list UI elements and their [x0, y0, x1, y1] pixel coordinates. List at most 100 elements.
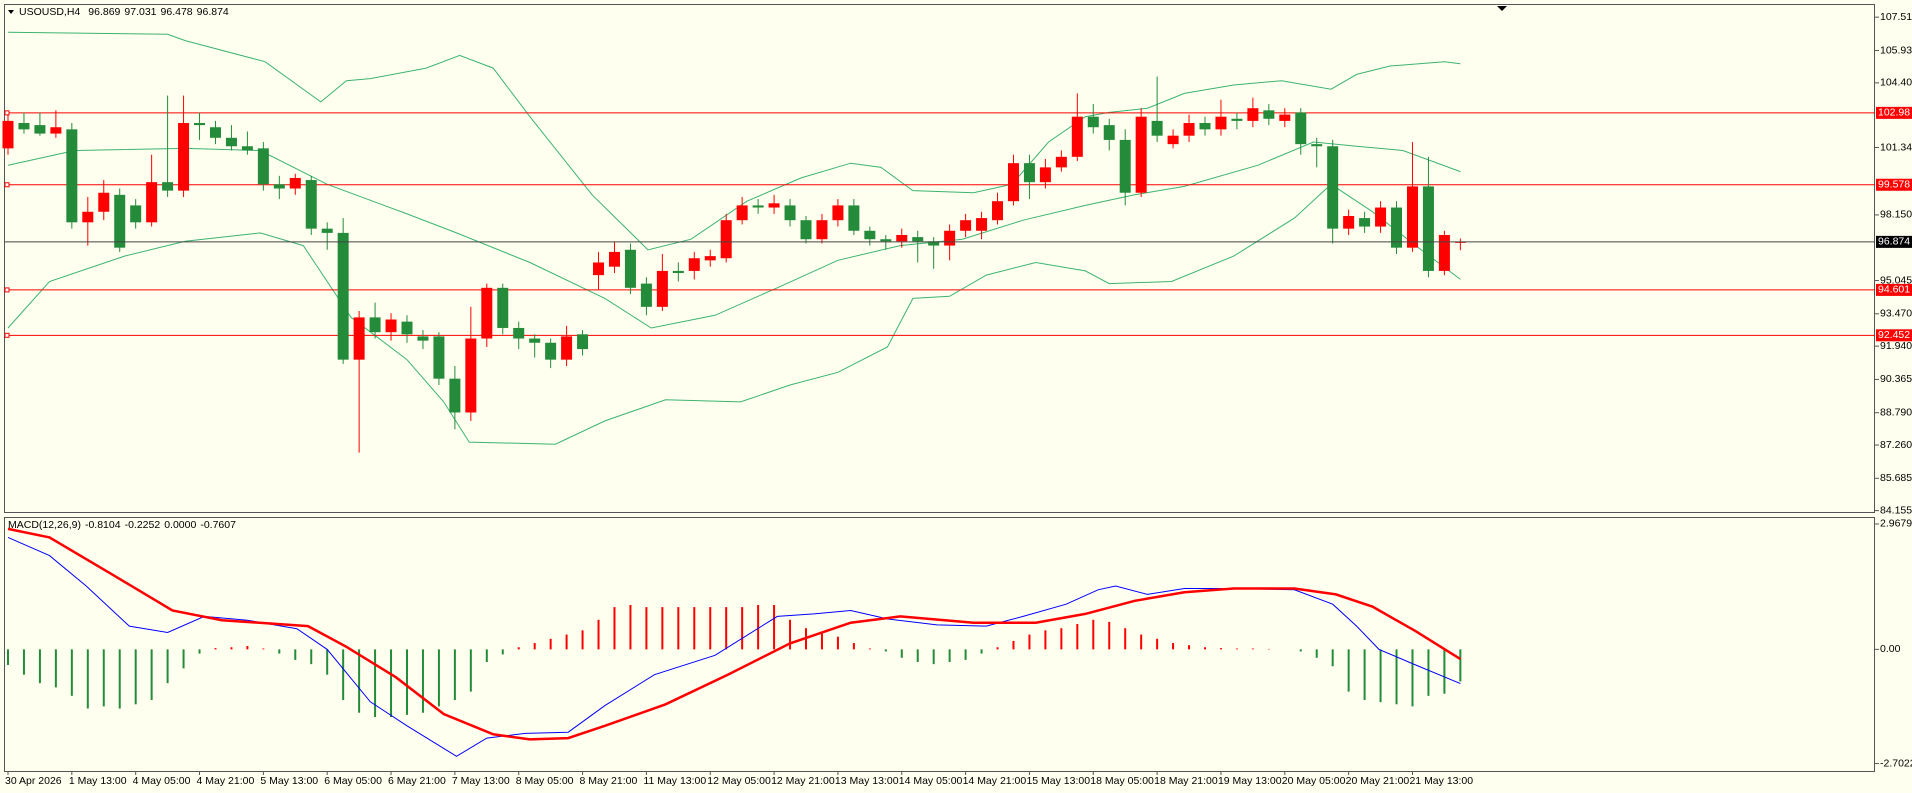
candle-body	[720, 220, 732, 259]
candle-body	[1103, 125, 1115, 140]
x-tick-label: 15 May 13:00	[1026, 775, 1090, 787]
y-tick-label: 105.930	[1880, 44, 1912, 56]
level-handle	[4, 332, 10, 338]
candle-body	[353, 317, 365, 360]
x-tick-label: 14 May 21:00	[963, 775, 1027, 787]
readout: -0.8104	[85, 519, 121, 531]
bid-label: 96.874	[1878, 236, 1910, 248]
candle-body	[1375, 207, 1387, 227]
candle-body	[401, 321, 413, 335]
y-tick-label: 95.045	[1880, 274, 1912, 286]
candle-body	[864, 230, 876, 240]
level-handle	[4, 110, 10, 116]
symbol: USOUSD,H4	[19, 6, 80, 18]
candle-body	[656, 270, 668, 307]
x-tick-label: 6 May 05:00	[324, 775, 382, 787]
macd-header: MACD(12,26,9) -0.8104 -0.2252 0.0000 -0.7607	[8, 519, 236, 531]
level-label-box	[1876, 106, 1912, 119]
candle-body	[178, 123, 190, 191]
indicator-name: MACD(12,26,9)	[8, 519, 81, 531]
candle-body	[1055, 156, 1067, 168]
candle-body	[593, 262, 605, 276]
x-tick-label: 18 May 21:00	[1154, 775, 1218, 787]
price-header: USOUSD,H4 96.869 97.031 96.478 96.874	[19, 6, 229, 18]
candle-body	[18, 123, 30, 130]
x-tick-label: 14 May 05:00	[899, 775, 963, 787]
candle-body	[529, 338, 541, 343]
x-tick-label: 11 May 13:00	[643, 775, 706, 787]
bollinger-band	[7, 141, 1461, 329]
candle-body	[1247, 108, 1259, 121]
candle-body	[385, 319, 397, 333]
candle-body	[624, 249, 636, 288]
x-tick-label: 1 May 13:00	[69, 775, 127, 787]
candle-body	[577, 334, 589, 350]
candle-body	[417, 336, 429, 341]
candle-body	[433, 336, 445, 379]
x-tick-label: 20 May 21:00	[1346, 775, 1410, 787]
level-label: 92.452	[1878, 329, 1910, 341]
candle-body	[1039, 167, 1051, 183]
y-tick-label: 101.340	[1880, 141, 1912, 153]
y-tick-label: 84.155	[1880, 504, 1912, 516]
bid-label-box	[1876, 235, 1912, 248]
readout: 0.0000	[164, 519, 196, 531]
candle-body	[736, 205, 748, 221]
y-tick-label: 104.400	[1880, 77, 1912, 89]
candle-body	[752, 205, 764, 208]
candle-body	[1406, 186, 1418, 248]
candle-body	[1087, 116, 1099, 128]
candle-body	[976, 218, 988, 231]
level-handle	[4, 287, 10, 293]
collapse-arrow[interactable]	[8, 10, 14, 14]
candle-body	[672, 270, 684, 274]
candle-body	[130, 205, 142, 223]
price-panel-frame	[4, 4, 1875, 513]
macd-line	[7, 527, 1462, 741]
y-tick-label: 88.790	[1880, 406, 1912, 418]
candle-body	[146, 182, 158, 223]
candle-body	[1007, 163, 1019, 202]
y-tick-label: 85.685	[1880, 472, 1912, 484]
x-tick-label: 12 May 05:00	[707, 775, 771, 787]
candle-body	[608, 251, 620, 267]
candle-body	[561, 336, 573, 360]
candle-body	[800, 220, 812, 240]
shift-marker	[1497, 6, 1507, 11]
low-readout: 96.478	[161, 6, 193, 18]
candle-body	[34, 125, 46, 134]
y-tick-label: 91.940	[1880, 340, 1912, 352]
candle-body	[82, 211, 94, 223]
candle-body	[1295, 112, 1307, 145]
x-tick-label: 5 May 13:00	[260, 775, 318, 787]
high-readout: 97.031	[124, 6, 156, 18]
readout: -0.2252	[125, 519, 161, 531]
candle-body	[848, 205, 860, 231]
x-tick-label: 4 May 21:00	[197, 775, 255, 787]
candle-body	[465, 338, 477, 413]
candle-body	[305, 180, 317, 229]
candle-body	[66, 129, 78, 223]
y-tick-label: 107.510	[1880, 11, 1912, 23]
candle-body	[960, 220, 972, 231]
candle-body	[545, 342, 557, 360]
candle-body	[114, 194, 126, 248]
close-readout: 96.874	[197, 6, 229, 18]
y-tick-label: 87.260	[1880, 439, 1912, 451]
candle-body	[944, 230, 956, 246]
candle-body	[768, 203, 780, 208]
open-readout: 96.869	[88, 6, 120, 18]
candle-body	[784, 205, 796, 221]
x-tick-label: 13 May 13:00	[835, 775, 899, 787]
candle-body	[688, 258, 700, 271]
candle-body	[1438, 234, 1450, 271]
bollinger-band	[7, 183, 1461, 445]
candle-body	[1023, 163, 1035, 183]
x-tick-label: 19 May 13:00	[1218, 775, 1282, 787]
candle-body	[1391, 207, 1403, 248]
candle-body	[321, 228, 333, 233]
candle-body	[369, 317, 381, 333]
candle-body	[1071, 116, 1083, 157]
